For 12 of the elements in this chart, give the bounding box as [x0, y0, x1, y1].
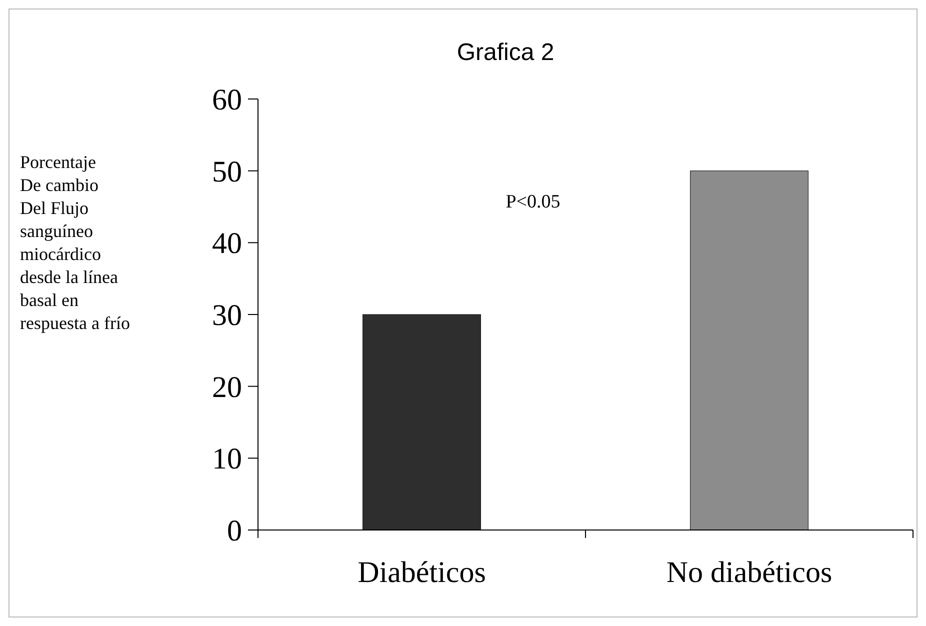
y-tick-label: 30 [212, 299, 242, 332]
annotation: P<0.05 [506, 192, 560, 213]
x-tick-label: Diabéticos [358, 556, 486, 589]
chart-title: Grafica 2 [456, 39, 554, 66]
y-tick-label: 20 [212, 370, 242, 404]
y-axis-title: Porcentaje De cambio Del Flujo sanguíneo miocárdico desde la línea basal en respuesta a frío [20, 152, 130, 333]
y-tick-label: 40 [212, 227, 242, 260]
y-tick-label: 50 [212, 155, 242, 188]
y-tick-label: 0 [227, 514, 242, 548]
y-tick-label: 10 [212, 442, 242, 476]
y-tick-label: 60 [212, 84, 242, 116]
x-tick-label: No diabéticos [666, 556, 832, 589]
